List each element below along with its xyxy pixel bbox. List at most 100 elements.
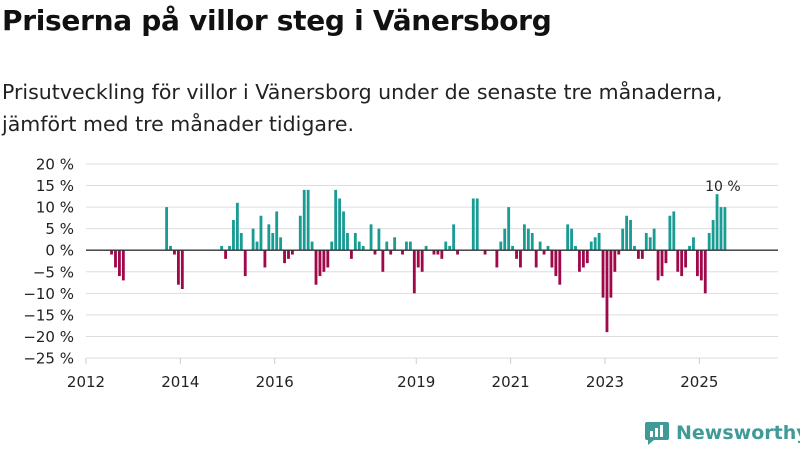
bar (176, 250, 180, 285)
bar (515, 250, 518, 259)
bar (522, 224, 526, 251)
bar (432, 250, 436, 255)
bar (660, 250, 664, 277)
bar (625, 215, 629, 251)
x-axis-labels: 2012 2014 2016 2019 2021 2023 2025 (67, 358, 718, 391)
newsworthy-logo-icon (645, 422, 669, 445)
bar (121, 250, 125, 281)
bar (471, 198, 475, 251)
bar (369, 224, 373, 251)
bar (585, 250, 589, 264)
x-tick-label: 2025 (680, 373, 718, 391)
y-tick-label: −10 % (23, 285, 74, 303)
bar (637, 250, 640, 259)
bar (633, 245, 636, 251)
bar (609, 250, 613, 298)
y-tick-label: −25 % (23, 350, 74, 368)
y-tick-label: 10 % (36, 199, 74, 217)
bar (456, 250, 459, 255)
bar (251, 228, 255, 251)
bar (330, 241, 334, 251)
bar (326, 250, 330, 268)
bar (405, 241, 408, 251)
x-tick-label: 2012 (67, 373, 105, 391)
chart-title: Priserna på villor steg i Vänersborg (2, 4, 552, 37)
y-tick-label: −20 % (23, 328, 74, 346)
bar (361, 245, 365, 251)
x-tick-label: 2019 (397, 373, 435, 391)
bar (291, 250, 294, 255)
bar (495, 250, 499, 268)
bar (318, 250, 322, 277)
bar (342, 211, 345, 251)
bar (676, 250, 680, 272)
bar (114, 250, 117, 268)
bar (310, 241, 314, 251)
bar (570, 228, 573, 251)
bar (180, 250, 184, 290)
bar (703, 250, 707, 294)
bar (554, 250, 558, 277)
bar (416, 250, 420, 268)
bar (271, 232, 275, 251)
bar (436, 250, 440, 255)
bar (605, 250, 609, 333)
bar (302, 189, 306, 251)
bar (578, 250, 581, 272)
bar (314, 250, 318, 285)
bar (526, 228, 530, 251)
bar (695, 250, 699, 277)
bar (444, 241, 448, 251)
bar (723, 207, 727, 251)
newsworthy-logo: Newsworthy (644, 420, 800, 446)
annotation: 10 % (705, 179, 741, 195)
bar (601, 250, 605, 298)
bar (357, 241, 361, 251)
bar (719, 207, 723, 251)
bar (279, 237, 283, 251)
bar (235, 202, 239, 251)
bar (412, 250, 416, 294)
bar (684, 250, 688, 268)
y-tick-label: −15 % (23, 306, 74, 324)
bar (711, 220, 715, 251)
bar (389, 250, 393, 255)
bar (118, 250, 121, 277)
y-tick-label: 20 % (36, 156, 74, 174)
bar (322, 250, 326, 272)
bar (263, 250, 267, 268)
bar (692, 237, 695, 251)
bar (546, 245, 550, 251)
bar (448, 245, 452, 251)
bar (574, 245, 577, 251)
bar (581, 250, 585, 268)
bar (275, 211, 279, 251)
bar (401, 250, 404, 255)
bar (538, 241, 542, 251)
bar (664, 250, 668, 264)
x-tick-label: 2023 (586, 373, 624, 391)
bar (224, 250, 227, 259)
y-tick-label: −5 % (33, 263, 74, 281)
bar (613, 250, 617, 272)
bar (298, 215, 302, 251)
newsworthy-logo-text: Newsworthy (676, 422, 800, 444)
y-tick-label: 15 % (36, 177, 74, 195)
bar (452, 224, 456, 251)
bar (503, 228, 507, 251)
chart-subtitle: Prisutveckling för villor i Vänersborg u… (2, 80, 723, 136)
bar (483, 250, 487, 255)
bar (566, 224, 570, 251)
bar (550, 250, 554, 268)
bar (393, 237, 397, 251)
bar (511, 245, 515, 251)
bar (593, 237, 597, 251)
bar (530, 232, 534, 251)
y-axis-labels: 20 % 15 % 10 % 5 % 0 % −5 % −10 % −15 % −20 % −25… (23, 156, 74, 368)
bar (699, 250, 703, 281)
bar (507, 207, 511, 251)
bar (267, 224, 271, 251)
bar (306, 189, 310, 251)
grid-lines (86, 163, 778, 359)
